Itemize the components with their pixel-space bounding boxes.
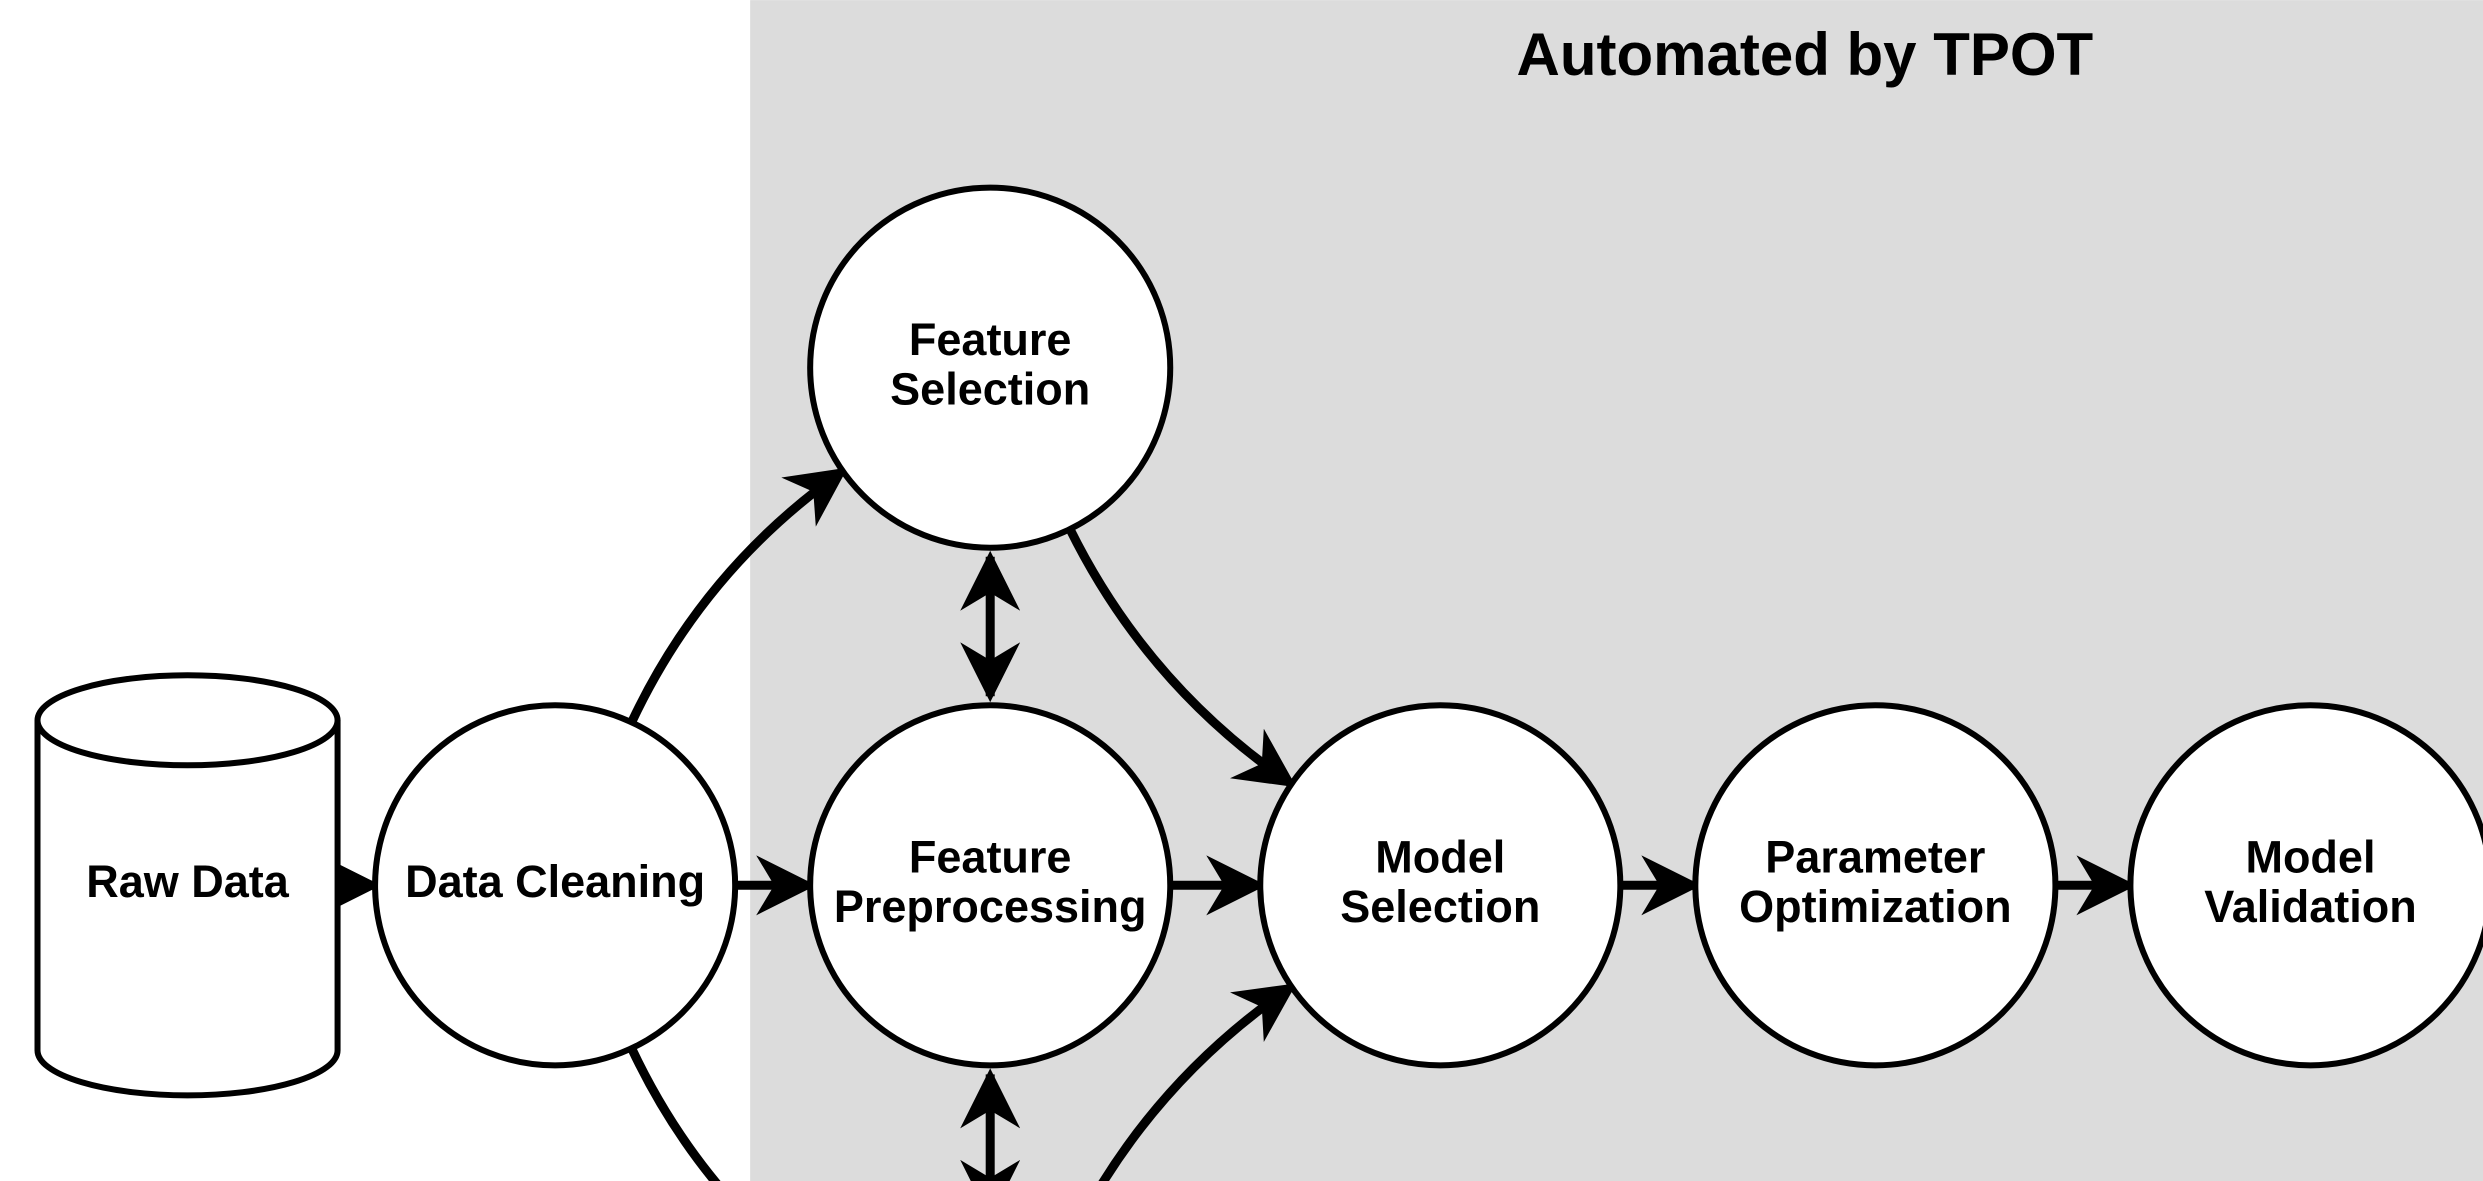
- node-fpre-label: Feature: [909, 831, 1072, 882]
- node-msel-label: Selection: [1340, 881, 1540, 932]
- node-popt: ParameterOptimization: [1695, 705, 2055, 1065]
- node-fpre-label: Preprocessing: [834, 881, 1147, 932]
- node-fpre: FeaturePreprocessing: [810, 705, 1170, 1065]
- node-mval-label: Model: [2245, 831, 2375, 882]
- node-fsel-label: Feature: [909, 314, 1072, 365]
- pipeline-diagram: Automated by TPOT Raw Data Data Cleaning Fe…: [0, 0, 2483, 1181]
- node-mval-label: Validation: [2204, 881, 2417, 932]
- node-popt-label: Optimization: [1739, 881, 2011, 932]
- node-raw: Raw Data: [38, 675, 338, 1095]
- node-mval: ModelValidation: [2130, 705, 2483, 1065]
- node-clean-label: Data Cleaning: [405, 856, 705, 907]
- node-fsel: FeatureSelection: [810, 188, 1170, 548]
- node-msel-label: Model: [1375, 831, 1505, 882]
- node-popt-label: Parameter: [1765, 831, 1985, 882]
- node-fsel-label: Selection: [890, 363, 1090, 414]
- region-title: Automated by TPOT: [1517, 21, 2094, 88]
- node-raw-label: Raw Data: [86, 856, 290, 907]
- node-clean: Data Cleaning: [375, 705, 735, 1065]
- node-msel: ModelSelection: [1260, 705, 1620, 1065]
